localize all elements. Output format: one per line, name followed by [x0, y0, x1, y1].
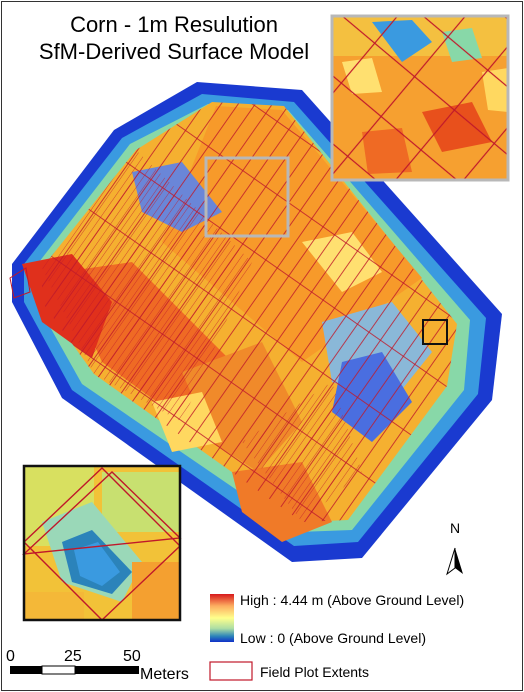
map-title-line2: SfM-Derived Surface Model: [38, 39, 310, 64]
north-arrow-icon: [446, 547, 463, 576]
scale-tick-0: 0: [6, 648, 15, 665]
scale-unit: Meters: [140, 666, 189, 683]
inset-map-bottom-left[interactable]: [21, 464, 182, 622]
field-plot-outlier: [9, 267, 31, 299]
legend-low-label: Low : 0 (Above Ground Level): [240, 630, 426, 646]
map-title-line1: Corn - 1m Resulution: [70, 12, 278, 37]
legend-color-ramp: [210, 594, 234, 642]
legend-high-label: High : 4.44 m (Above Ground Level): [240, 592, 465, 608]
zoom-extent-box-black[interactable]: [422, 319, 448, 345]
legend-plot-swatch: [209, 661, 253, 681]
zoom-extent-box-gray[interactable]: [204, 156, 290, 238]
north-label: N: [449, 520, 461, 536]
scale-tick-50: 50: [123, 648, 141, 665]
scale-bar: [10, 665, 139, 675]
scale-tick-25: 25: [64, 648, 82, 665]
field-plot-grid: [42, 102, 457, 522]
legend-plot-label: Field Plot Extents: [260, 664, 369, 680]
north-indicator: N: [444, 520, 466, 536]
inset-map-top-right[interactable]: [330, 14, 510, 182]
